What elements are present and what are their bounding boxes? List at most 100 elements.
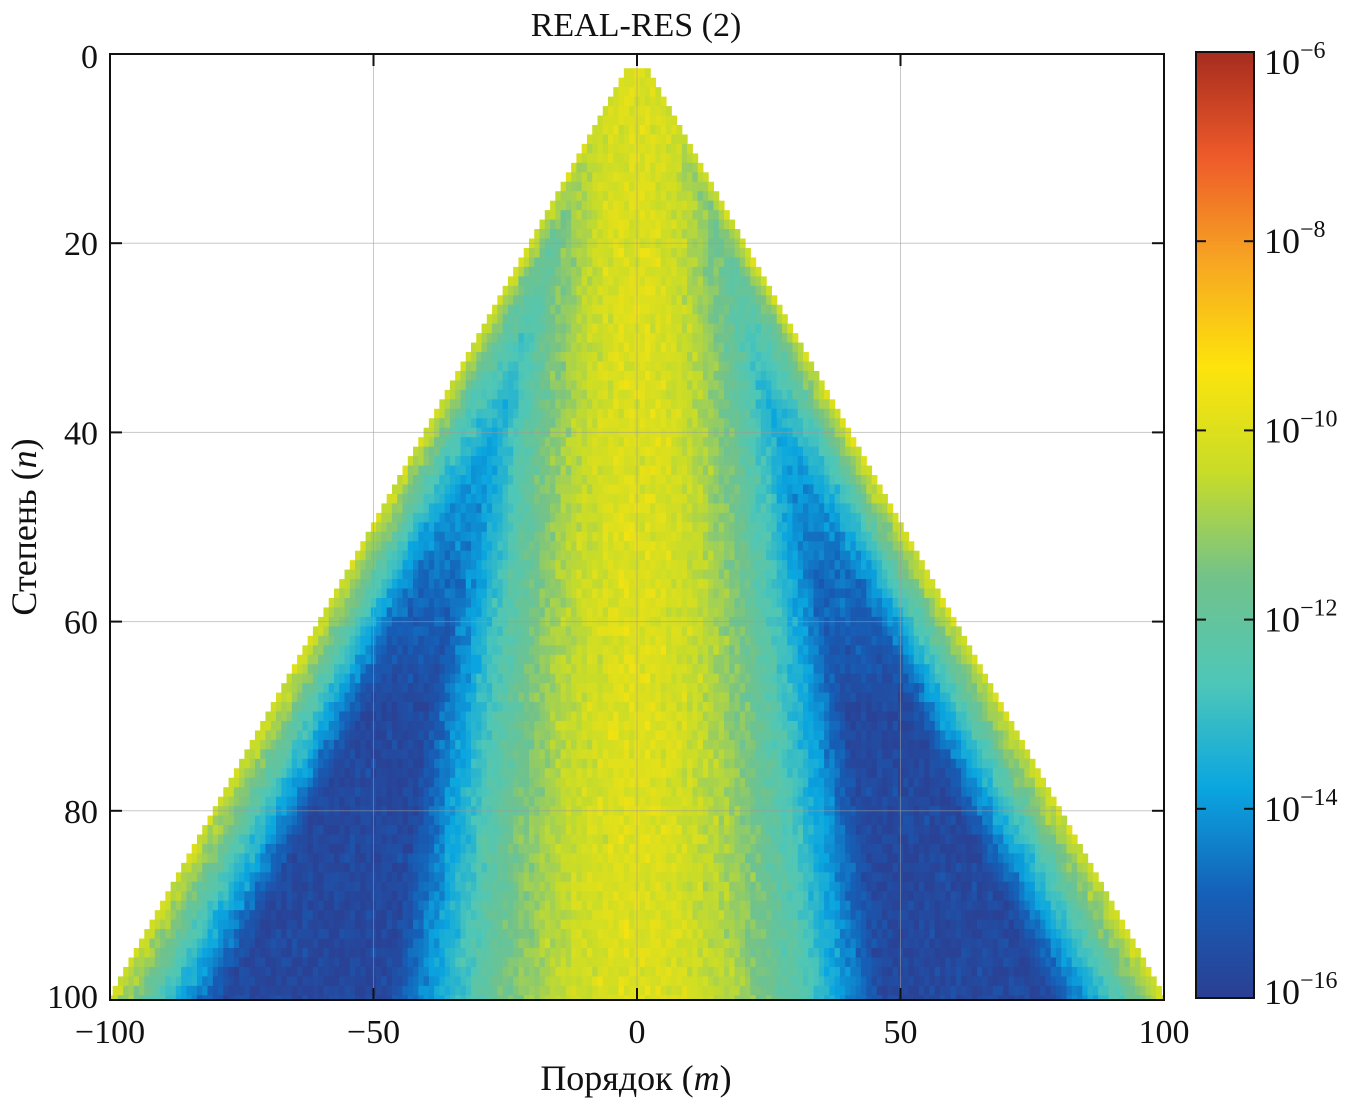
heatmap-cell (576, 219, 583, 230)
heatmap-cell (639, 673, 646, 684)
heatmap-cell (397, 560, 404, 571)
heatmap-cell (560, 475, 567, 485)
heatmap-cell (333, 673, 340, 684)
heatmap-cell (444, 588, 451, 599)
heatmap-cell (766, 626, 772, 637)
heatmap-cell (576, 550, 583, 561)
heatmap-cell (655, 314, 662, 325)
heatmap-cell (750, 323, 757, 334)
heatmap-cell (750, 550, 757, 561)
heatmap-cell (650, 247, 657, 258)
heatmap-cell (402, 711, 409, 722)
heatmap-cell (697, 266, 704, 277)
heatmap-cell (618, 285, 625, 296)
heatmap-cell (318, 654, 325, 665)
heatmap-cell (613, 702, 620, 713)
heatmap-cell (850, 579, 857, 590)
heatmap-cell (887, 503, 894, 514)
heatmap-cell (618, 380, 625, 391)
heatmap-cell (750, 484, 757, 495)
heatmap-cell (481, 465, 488, 476)
heatmap-cell (428, 475, 435, 485)
heatmap-cell (671, 342, 678, 353)
heatmap-cell (723, 295, 730, 306)
heatmap-cell (418, 635, 425, 646)
heatmap-cell (586, 257, 593, 268)
heatmap-cell (486, 550, 493, 561)
heatmap-cell (586, 531, 593, 542)
heatmap-cell (808, 673, 815, 684)
heatmap-cell (708, 664, 714, 675)
heatmap-cell (560, 295, 567, 306)
heatmap-cell (613, 276, 620, 287)
heatmap-cell (339, 635, 346, 646)
heatmap-cell (692, 210, 699, 221)
heatmap-cell (876, 484, 883, 495)
heatmap-cell (623, 588, 630, 599)
heatmap-cell (297, 654, 303, 665)
heatmap-cell (660, 418, 667, 429)
heatmap-cell (792, 569, 799, 580)
heatmap-cell (655, 162, 662, 173)
heatmap-cell (481, 673, 488, 684)
heatmap-cell (734, 370, 741, 381)
heatmap-cell (666, 125, 672, 135)
heatmap-cell (629, 323, 635, 334)
heatmap-cell (734, 380, 741, 391)
heatmap-cell (365, 550, 372, 561)
heatmap-cell (808, 654, 815, 665)
heatmap-cell (718, 588, 725, 599)
heatmap-cell (365, 579, 372, 590)
heatmap-cell (444, 626, 451, 637)
heatmap-cell (397, 522, 404, 533)
heatmap-cell (655, 96, 662, 107)
heatmap-cell (729, 247, 736, 258)
heatmap-cell (681, 654, 688, 665)
heatmap-cell (697, 531, 704, 542)
heatmap-cell (834, 683, 841, 694)
heatmap-cell (813, 607, 820, 618)
heatmap-cell (739, 342, 746, 353)
heatmap-cell (692, 276, 699, 287)
heatmap-cell (644, 125, 651, 135)
heatmap-cell (586, 437, 593, 448)
heatmap-cell (523, 399, 530, 410)
heatmap-cell (771, 579, 778, 590)
heatmap-cell (866, 503, 873, 514)
heatmap-cell (571, 626, 577, 637)
heatmap-cell (855, 626, 862, 637)
heatmap-cell (534, 607, 541, 618)
heatmap-cell (718, 229, 725, 240)
heatmap-cell (666, 162, 672, 173)
heatmap-cell (613, 569, 620, 580)
heatmap-cell (629, 702, 635, 713)
heatmap-cell (471, 531, 477, 542)
heatmap-cell (460, 569, 467, 580)
heatmap-cell (623, 181, 630, 192)
heatmap-cell (655, 588, 662, 599)
heatmap-cell (708, 702, 714, 713)
heatmap-cell (407, 512, 414, 523)
heatmap-cell (887, 598, 894, 608)
heatmap-cell (413, 512, 419, 523)
heatmap-cell (444, 531, 451, 542)
heatmap-cell (729, 493, 736, 504)
heatmap-cell (539, 560, 546, 571)
heatmap-cell (539, 673, 546, 684)
heatmap-cell (544, 645, 551, 656)
heatmap-cell (745, 512, 751, 523)
heatmap-cell (523, 673, 530, 684)
heatmap-cell (486, 380, 493, 391)
heatmap-cell (803, 484, 809, 495)
heatmap-cell (671, 181, 678, 192)
heatmap-cell (687, 247, 693, 258)
heatmap-cell (739, 399, 746, 410)
heatmap-cell (597, 181, 604, 192)
heatmap-cell (528, 541, 535, 552)
heatmap-cell (608, 408, 614, 419)
heatmap-cell (581, 399, 588, 410)
heatmap-cell (808, 560, 815, 571)
heatmap-cell (413, 456, 419, 467)
heatmap-cell (713, 304, 720, 315)
heatmap-cell (681, 370, 688, 381)
